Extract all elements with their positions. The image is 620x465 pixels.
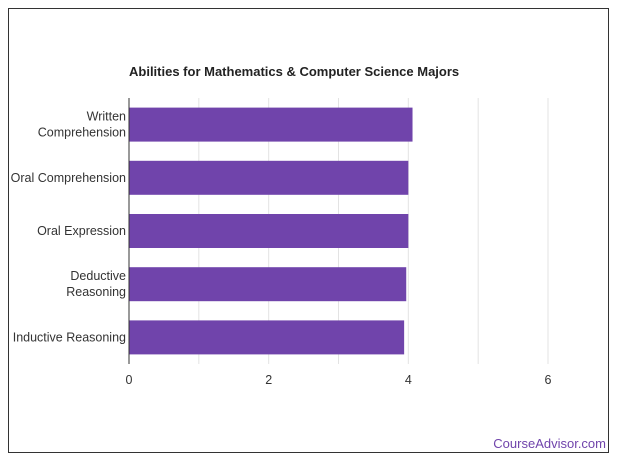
category-label: Oral Comprehension — [11, 171, 126, 185]
bar — [129, 214, 409, 248]
x-tick-label: 0 — [126, 373, 133, 387]
bar — [129, 267, 407, 302]
x-tick-label: 6 — [545, 373, 552, 387]
chart-title: Abilities for Mathematics & Computer Sci… — [129, 64, 460, 79]
bar — [129, 107, 413, 142]
category-labels: Written Comprehension Oral Comprehension Or… — [11, 110, 126, 345]
category-label: Written — [87, 110, 126, 124]
bars — [129, 107, 413, 355]
category-label: Reasoning — [66, 285, 126, 299]
category-label: Comprehension — [38, 126, 126, 140]
x-tick-label: 2 — [265, 373, 272, 387]
category-label: Inductive Reasoning — [13, 330, 126, 344]
bar — [129, 160, 409, 195]
x-tick-label: 4 — [405, 373, 412, 387]
brand-link[interactable]: CourseAdvisor.com — [493, 436, 606, 451]
category-label: Oral Expression — [37, 224, 126, 238]
x-tick-labels: 0 2 4 6 — [126, 373, 552, 387]
bar — [129, 320, 405, 355]
category-label: Deductive — [70, 269, 126, 283]
